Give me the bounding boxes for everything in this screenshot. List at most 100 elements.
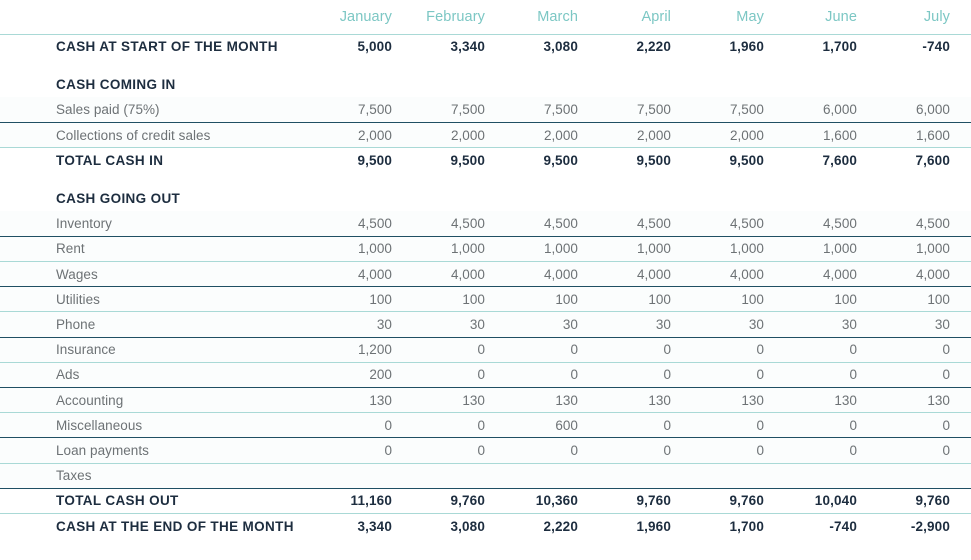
cell-value[interactable]: 1,960 bbox=[636, 518, 671, 534]
cell-value[interactable]: 3,080 bbox=[450, 518, 485, 534]
column-header-may[interactable]: May bbox=[683, 0, 776, 35]
cell-value[interactable]: 0 bbox=[683, 362, 776, 388]
cell-value[interactable]: 30 bbox=[962, 311, 971, 338]
cell-value[interactable]: 1,000 bbox=[404, 236, 497, 263]
column-header-february[interactable]: February bbox=[404, 0, 497, 35]
cell-value[interactable]: 100 bbox=[590, 286, 683, 313]
cell-value[interactable]: 4,500 bbox=[311, 211, 404, 237]
cell-value[interactable]: 100 bbox=[311, 286, 404, 313]
cell-value[interactable] bbox=[776, 186, 869, 211]
cell-value[interactable]: 4,000 bbox=[497, 261, 590, 288]
column-header-march[interactable]: March bbox=[497, 0, 590, 35]
table-row[interactable]: Loan payments00000000 bbox=[0, 437, 971, 464]
column-header-april[interactable]: April bbox=[590, 0, 683, 35]
cell-value[interactable]: 130 bbox=[869, 387, 962, 414]
cell-value[interactable]: 3,340 bbox=[450, 39, 485, 55]
cell-value[interactable]: 0 bbox=[404, 412, 497, 439]
table-row[interactable]: Taxes bbox=[0, 463, 971, 489]
cell-value[interactable]: 200 bbox=[311, 362, 404, 388]
cell-value[interactable]: 130 bbox=[683, 387, 776, 414]
cell-value[interactable]: 100 bbox=[497, 286, 590, 313]
summary-row[interactable]: CASH AT START OF THE MONTH 5,000 3,340 3,08… bbox=[0, 34, 971, 59]
cell-value[interactable]: 0 bbox=[962, 362, 971, 388]
cell-value[interactable] bbox=[869, 463, 962, 489]
cell-value[interactable]: 1,000 bbox=[683, 236, 776, 263]
table-row[interactable]: Rent1,0001,0001,0001,0001,0001,0001,0001… bbox=[0, 236, 971, 263]
cell-value[interactable]: 9,500 bbox=[636, 153, 671, 169]
cell-value[interactable] bbox=[776, 463, 869, 489]
cell-value[interactable] bbox=[962, 72, 971, 97]
cell-value[interactable]: 0 bbox=[683, 437, 776, 464]
cell-value[interactable]: 10,360 bbox=[497, 488, 590, 514]
cell-value[interactable]: 0 bbox=[776, 337, 869, 363]
cell-value[interactable]: 4,000 bbox=[590, 261, 683, 288]
cell-value[interactable] bbox=[311, 72, 404, 97]
cell-value[interactable] bbox=[776, 72, 869, 97]
cell-value[interactable]: 130 bbox=[590, 387, 683, 414]
table-row[interactable]: Utilities100100100100100100100100 bbox=[0, 286, 971, 313]
cell-value[interactable]: 130 bbox=[776, 387, 869, 414]
cell-value[interactable]: 2,000 bbox=[497, 122, 590, 149]
cell-value[interactable]: 3,080 bbox=[543, 39, 578, 55]
cell-value[interactable]: 4,000 bbox=[776, 261, 869, 288]
cell-value[interactable]: 5,000 bbox=[357, 39, 392, 55]
cell-value[interactable]: 2,000 bbox=[590, 122, 683, 149]
cell-value[interactable]: 0 bbox=[683, 337, 776, 363]
cell-value[interactable]: -2,900 bbox=[910, 518, 950, 534]
cell-value[interactable]: -2,900 bbox=[962, 34, 971, 59]
cell-value[interactable]: 9,760 bbox=[869, 488, 962, 514]
cell-value[interactable]: 1,700 bbox=[822, 39, 857, 55]
cell-value[interactable]: 100 bbox=[776, 286, 869, 313]
summary-row[interactable]: TOTAL CASH IN 9,500 9,500 9,500 9,500 9,500 7,… bbox=[0, 148, 971, 173]
cell-value[interactable]: 7,500 bbox=[683, 97, 776, 124]
cell-value[interactable]: 0 bbox=[869, 412, 962, 439]
cell-value[interactable]: 1,000 bbox=[497, 236, 590, 263]
cell-value[interactable] bbox=[311, 463, 404, 489]
cell-value[interactable] bbox=[590, 186, 683, 211]
cell-value[interactable]: 0 bbox=[776, 412, 869, 439]
cell-value[interactable]: 4,000 bbox=[962, 261, 971, 288]
cell-value[interactable] bbox=[590, 72, 683, 97]
cell-value[interactable]: -740 bbox=[922, 39, 950, 55]
cell-value[interactable]: 0 bbox=[962, 412, 971, 439]
cell-value[interactable]: 2,220 bbox=[636, 39, 671, 55]
cell-value[interactable]: 6,000 bbox=[776, 97, 869, 124]
cell-value[interactable]: 4,000 bbox=[404, 261, 497, 288]
table-row[interactable]: Sales paid (75%) 7,500 7,500 7,500 7,500 7,50… bbox=[0, 97, 971, 124]
cell-value[interactable]: 0 bbox=[590, 362, 683, 388]
cell-value[interactable]: 1,000 bbox=[590, 236, 683, 263]
cell-value[interactable]: 6,000 bbox=[869, 97, 962, 124]
table-row[interactable]: Miscellaneous0060000000 bbox=[0, 412, 971, 439]
cell-value[interactable]: 100 bbox=[683, 286, 776, 313]
cell-value[interactable]: 1,960 bbox=[729, 39, 764, 55]
column-header-june[interactable]: June bbox=[776, 0, 869, 35]
cell-value[interactable]: 130 bbox=[311, 387, 404, 414]
cell-value[interactable]: 30 bbox=[683, 311, 776, 338]
cell-value[interactable]: 600 bbox=[497, 412, 590, 439]
cell-value[interactable]: 9,760 bbox=[962, 488, 971, 514]
cell-value[interactable] bbox=[683, 72, 776, 97]
cell-value[interactable]: -4,460 bbox=[962, 513, 971, 538]
cell-value[interactable]: 1,600 bbox=[776, 122, 869, 149]
table-row[interactable]: Wages 4,000 4,000 4,000 4,000 4,000 4,000 4,000… bbox=[0, 261, 971, 288]
cell-value[interactable]: -740 bbox=[829, 518, 857, 534]
cell-value[interactable]: 0 bbox=[311, 412, 404, 439]
column-header-august[interactable]: August bbox=[962, 0, 971, 35]
cell-value[interactable]: 0 bbox=[590, 437, 683, 464]
cell-value[interactable]: 0 bbox=[962, 437, 971, 464]
cell-value[interactable]: 11,160 bbox=[311, 488, 404, 514]
cell-value[interactable]: 9,500 bbox=[543, 153, 578, 169]
cell-value[interactable]: 9,760 bbox=[683, 488, 776, 514]
cell-value[interactable]: 7,500 bbox=[311, 97, 404, 124]
cell-value[interactable] bbox=[497, 72, 590, 97]
cell-value[interactable]: 7,500 bbox=[590, 97, 683, 124]
cell-value[interactable]: 2,220 bbox=[543, 518, 578, 534]
table-row[interactable]: Inventory 4,500 4,500 4,500 4,500 4,500 4,500 4… bbox=[0, 211, 971, 237]
cell-value[interactable]: 10,040 bbox=[776, 488, 869, 514]
cell-value[interactable]: 7,500 bbox=[497, 97, 590, 124]
cell-value[interactable] bbox=[404, 463, 497, 489]
cell-value[interactable]: 9,500 bbox=[450, 153, 485, 169]
cell-value[interactable]: 30 bbox=[869, 311, 962, 338]
cell-value[interactable]: 30 bbox=[311, 311, 404, 338]
cell-value[interactable]: 6,000 bbox=[962, 97, 971, 124]
